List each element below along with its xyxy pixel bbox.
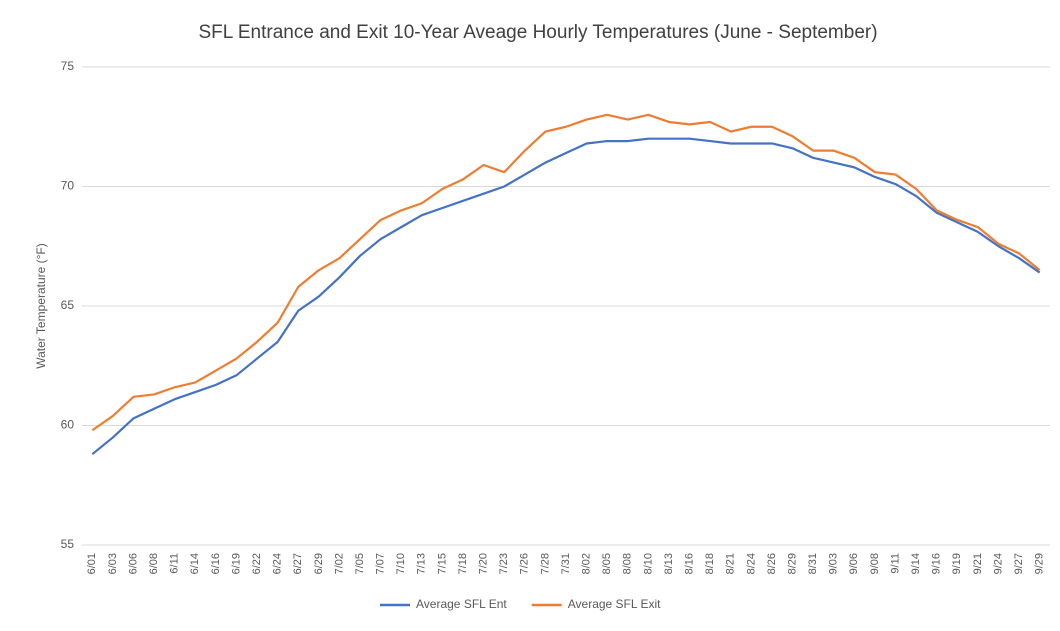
chart-title: SFL Entrance and Exit 10-Year Aveage Hou… [198,22,877,43]
x-tick-label: 7/02 [333,553,345,574]
x-tick-label: 7/23 [498,553,510,574]
x-tick-label: 6/08 [148,553,160,574]
x-tick-label: 7/05 [354,553,366,574]
y-tick-label: 65 [61,298,75,312]
x-tick-label: 9/06 [848,553,860,574]
x-tick-label: 6/19 [230,553,242,574]
x-tick-label: 6/24 [272,553,284,574]
legend-label: Average SFL Exit [568,597,661,611]
x-tick-label: 7/31 [560,553,572,574]
x-tick-label: 9/21 [972,553,984,574]
x-tick-label: 8/24 [745,553,757,574]
x-tick-label: 6/16 [210,553,222,574]
x-tick-label: 9/19 [951,553,963,574]
x-tick-label: 8/10 [642,553,654,574]
x-tick-label: 6/14 [189,553,201,574]
x-tick-label: 7/15 [436,553,448,574]
y-axis-label: Water Temperature (°F) [34,243,48,369]
x-tick-label: 6/27 [292,553,304,574]
x-tick-label: 8/16 [683,553,695,574]
x-tick-label: 7/20 [478,553,490,574]
series-line [91,113,1041,432]
legend-label: Average SFL Ent [416,597,507,611]
series-line [91,137,1041,456]
x-tick-label: 8/31 [807,553,819,574]
x-tick-label: 7/26 [519,553,531,574]
x-tick-label: 8/18 [704,553,716,574]
x-tick-label: 6/03 [107,553,119,574]
y-tick-label: 55 [61,537,75,551]
x-tick-label: 6/29 [313,553,325,574]
x-tick-label: 8/13 [663,553,675,574]
x-tick-label: 7/10 [395,553,407,574]
x-tick-label: 9/08 [869,553,881,574]
x-tick-label: 8/08 [622,553,634,574]
x-tick-label: 8/02 [581,553,593,574]
x-tick-label: 9/16 [931,553,943,574]
x-tick-label: 8/05 [601,553,613,574]
y-tick-label: 75 [61,59,75,73]
x-tick-label: 7/18 [457,553,469,574]
x-tick-label: 6/01 [86,553,98,574]
x-tick-label: 9/03 [828,553,840,574]
x-tick-label: 9/29 [1034,553,1046,574]
x-tick-label: 6/06 [127,553,139,574]
x-tick-label: 6/11 [169,553,181,574]
y-tick-label: 60 [61,418,75,432]
x-tick-label: 9/24 [992,553,1004,574]
x-tick-label: 8/26 [766,553,778,574]
x-tick-label: 6/22 [251,553,263,574]
x-tick-label: 9/14 [910,553,922,574]
x-tick-label: 8/29 [786,553,798,574]
x-tick-label: 7/07 [375,553,387,574]
x-tick-label: 7/28 [539,553,551,574]
x-tick-label: 9/27 [1013,553,1025,574]
y-tick-label: 70 [61,179,75,193]
x-tick-label: 8/21 [725,553,737,574]
x-tick-label: 7/13 [416,553,428,574]
x-tick-label: 9/11 [889,553,901,574]
